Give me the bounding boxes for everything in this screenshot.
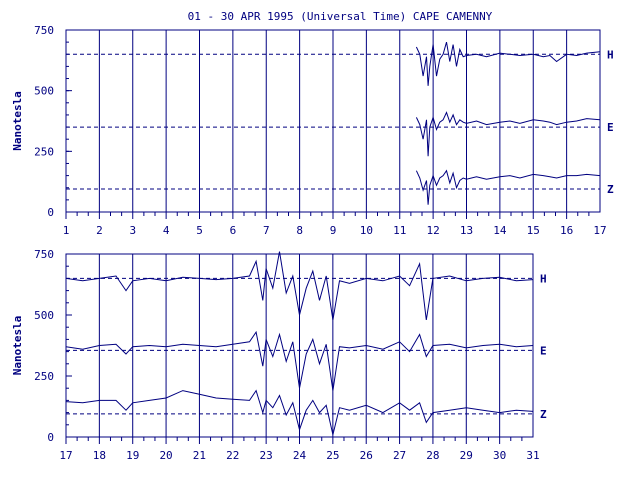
panel-1: 1 2 3 4 5 6 7 8 9 10 11 12 13 14 15 16 170250500750Nanot… bbox=[11, 24, 614, 237]
x-tick-label: 25 bbox=[326, 449, 339, 462]
y-tick-label: 750 bbox=[34, 248, 54, 261]
series-line-z bbox=[415, 169, 601, 205]
x-tick-label: 3 bbox=[129, 224, 136, 237]
x-tick-label: 28 bbox=[426, 449, 439, 462]
series-line-h bbox=[415, 41, 601, 86]
x-tick-label: 1 bbox=[63, 224, 70, 237]
y-tick-label: 0 bbox=[47, 431, 54, 444]
series-label-h: H bbox=[540, 272, 547, 285]
x-tick-label: 23 bbox=[260, 449, 273, 462]
x-tick-label: 17 bbox=[593, 224, 606, 237]
x-tick-label: 31 bbox=[526, 449, 539, 462]
x-tick-label: 26 bbox=[360, 449, 373, 462]
x-tick-label: 27 bbox=[393, 449, 406, 462]
panel-2: 17 18 19 20 21 22 23 24 25 26 27 28 29 30 31 0 250 500 750… bbox=[11, 248, 547, 462]
x-tick-label: 9 bbox=[330, 224, 337, 237]
series-label-z: Z bbox=[540, 408, 547, 421]
series-label-e: E bbox=[540, 344, 547, 357]
series-label-e: E bbox=[607, 121, 614, 134]
x-tick-label: 30 bbox=[493, 449, 506, 462]
x-tick-label: 17 bbox=[59, 449, 72, 462]
x-tick-label: 19 bbox=[126, 449, 139, 462]
x-tick-label: 29 bbox=[460, 449, 473, 462]
y-tick-label: 500 bbox=[34, 85, 54, 98]
y-tick-label: 750 bbox=[34, 24, 54, 37]
series-line-e bbox=[415, 111, 601, 157]
y-axis-label: Nanotesla bbox=[11, 316, 24, 376]
x-tick-label: 18 bbox=[93, 449, 106, 462]
y-tick-label: 0 bbox=[47, 206, 54, 219]
series-line-h bbox=[65, 251, 534, 320]
y-tick-label: 500 bbox=[34, 309, 54, 322]
series-label-z: Z bbox=[607, 183, 614, 196]
y-tick-label: 250 bbox=[34, 145, 54, 158]
x-tick-label: 11 bbox=[393, 224, 406, 237]
series-label-h: H bbox=[607, 48, 614, 61]
series-line-z bbox=[65, 389, 534, 435]
x-tick-label: 24 bbox=[293, 449, 307, 462]
x-tick-label: 20 bbox=[159, 449, 172, 462]
x-tick-label: 6 bbox=[230, 224, 237, 237]
x-tick-label: 8 bbox=[296, 224, 303, 237]
y-tick-label: 250 bbox=[34, 370, 54, 383]
x-tick-label: 12 bbox=[427, 224, 440, 237]
x-tick-label: 14 bbox=[493, 224, 507, 237]
x-tick-label: 10 bbox=[360, 224, 373, 237]
y-axis-label: Nanotesla bbox=[11, 91, 24, 151]
x-tick-label: 13 bbox=[460, 224, 473, 237]
x-tick-label: 22 bbox=[226, 449, 239, 462]
x-tick-label: 15 bbox=[527, 224, 540, 237]
x-tick-label: 7 bbox=[263, 224, 270, 237]
x-tick-label: 5 bbox=[196, 224, 203, 237]
x-tick-label: 16 bbox=[560, 224, 573, 237]
chart-title: 01 - 30 APR 1995 (Universal Time) CAPE C… bbox=[188, 10, 493, 23]
x-tick-label: 4 bbox=[163, 224, 170, 237]
x-tick-label: 21 bbox=[193, 449, 206, 462]
x-tick-label: 2 bbox=[96, 224, 103, 237]
series-line-e bbox=[65, 330, 534, 391]
